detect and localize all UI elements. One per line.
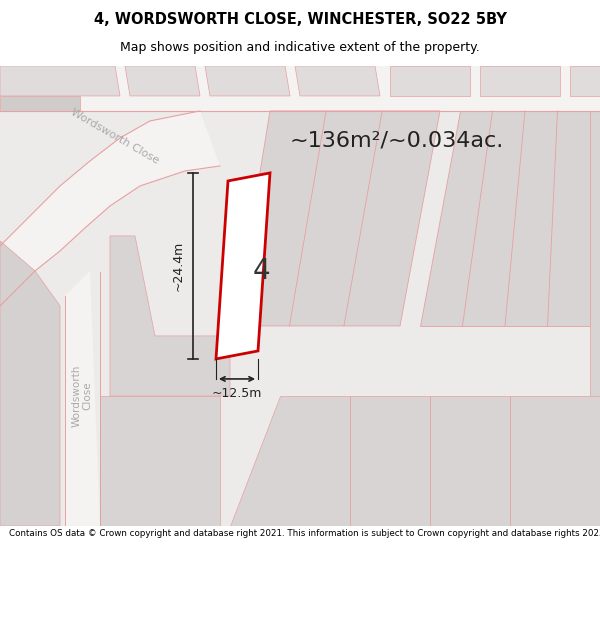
Polygon shape <box>0 66 120 96</box>
Text: Contains OS data © Crown copyright and database right 2021. This information is : Contains OS data © Crown copyright and d… <box>9 529 600 538</box>
Polygon shape <box>390 66 470 96</box>
Polygon shape <box>100 396 220 526</box>
Text: ~12.5m: ~12.5m <box>212 387 262 400</box>
Text: Wordsworth
Close: Wordsworth Close <box>71 365 93 427</box>
Polygon shape <box>590 111 600 526</box>
Polygon shape <box>205 66 290 96</box>
Polygon shape <box>125 66 200 96</box>
Polygon shape <box>110 236 230 396</box>
Polygon shape <box>0 66 600 111</box>
Polygon shape <box>65 271 100 526</box>
Polygon shape <box>0 66 600 526</box>
Text: 4, WORDSWORTH CLOSE, WINCHESTER, SO22 5BY: 4, WORDSWORTH CLOSE, WINCHESTER, SO22 5B… <box>94 12 506 27</box>
Polygon shape <box>0 96 80 111</box>
Polygon shape <box>235 111 440 326</box>
Polygon shape <box>0 111 220 306</box>
Text: ~24.4m: ~24.4m <box>172 241 185 291</box>
Polygon shape <box>216 173 270 359</box>
Polygon shape <box>480 66 560 96</box>
Text: ~136m²/~0.034ac.: ~136m²/~0.034ac. <box>290 131 504 151</box>
Polygon shape <box>570 66 600 96</box>
Polygon shape <box>295 66 380 96</box>
Polygon shape <box>420 111 590 326</box>
Text: Wordsworth Close: Wordsworth Close <box>69 107 161 165</box>
Text: 4: 4 <box>252 257 270 285</box>
Polygon shape <box>230 396 600 526</box>
Text: Map shows position and indicative extent of the property.: Map shows position and indicative extent… <box>120 41 480 54</box>
Polygon shape <box>0 241 60 526</box>
